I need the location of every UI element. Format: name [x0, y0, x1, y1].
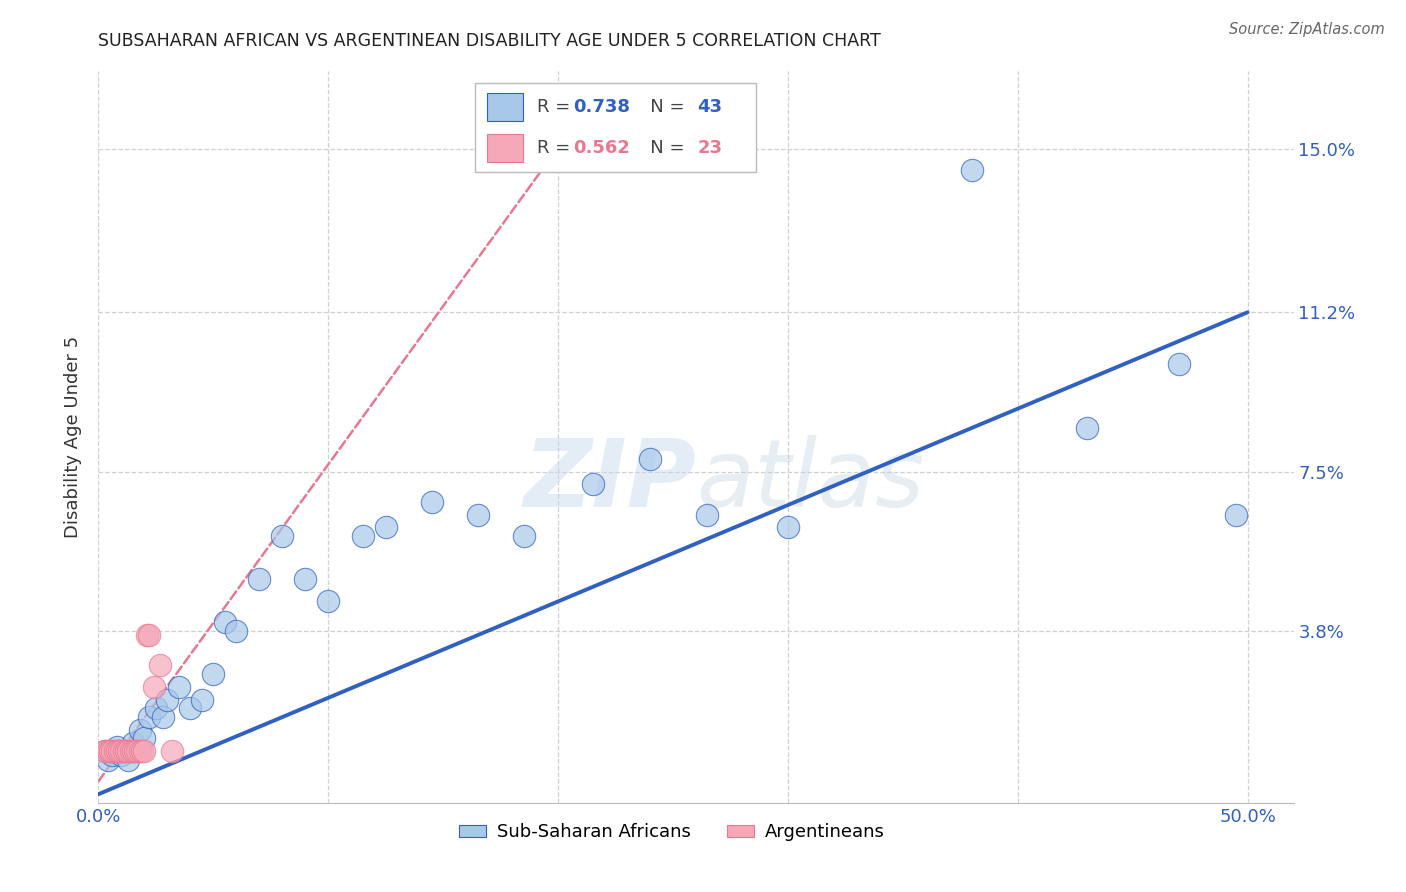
Point — [101, 748, 124, 763]
Point — [122, 735, 145, 749]
Point — [97, 744, 120, 758]
Text: R =: R = — [537, 139, 576, 157]
Point — [142, 680, 165, 694]
Legend: Sub-Saharan Africans, Argentineans: Sub-Saharan Africans, Argentineans — [451, 816, 893, 848]
Point — [512, 529, 534, 543]
Point — [120, 744, 142, 758]
Point — [581, 477, 603, 491]
Point — [117, 744, 139, 758]
Text: 23: 23 — [697, 139, 723, 157]
Point — [103, 744, 125, 758]
Text: 0.738: 0.738 — [572, 98, 630, 116]
Point — [117, 753, 139, 767]
FancyBboxPatch shape — [486, 134, 523, 162]
Point — [128, 723, 150, 737]
Point — [152, 710, 174, 724]
Point — [247, 572, 270, 586]
Point — [960, 163, 983, 178]
Point — [160, 744, 183, 758]
Point — [156, 692, 179, 706]
Point — [179, 701, 201, 715]
Text: Source: ZipAtlas.com: Source: ZipAtlas.com — [1229, 22, 1385, 37]
Point — [374, 520, 396, 534]
Point — [214, 615, 236, 629]
Text: ZIP: ZIP — [523, 435, 696, 527]
FancyBboxPatch shape — [486, 93, 523, 121]
Point — [94, 744, 117, 758]
Point — [108, 744, 131, 758]
Text: R =: R = — [537, 98, 576, 116]
Point — [167, 680, 190, 694]
Point — [134, 744, 156, 758]
Y-axis label: Disability Age Under 5: Disability Age Under 5 — [63, 336, 82, 538]
Point — [420, 494, 443, 508]
Point — [98, 744, 121, 758]
Point — [112, 744, 135, 758]
Point — [122, 744, 145, 758]
Point — [138, 710, 160, 724]
Point — [94, 744, 117, 758]
Point — [145, 701, 167, 715]
Point — [105, 739, 128, 754]
Text: 43: 43 — [697, 98, 723, 116]
Point — [467, 508, 489, 522]
Point — [149, 658, 172, 673]
FancyBboxPatch shape — [475, 83, 756, 172]
Point — [115, 744, 138, 758]
Point — [101, 744, 124, 758]
Text: N =: N = — [633, 139, 690, 157]
Point — [191, 692, 214, 706]
Point — [202, 666, 225, 681]
Point — [128, 744, 150, 758]
Point — [110, 744, 132, 758]
Point — [127, 744, 149, 758]
Point — [134, 731, 156, 746]
Point — [696, 508, 718, 522]
Point — [352, 529, 374, 543]
Point — [138, 628, 160, 642]
Point — [638, 451, 661, 466]
Point — [98, 744, 121, 758]
Point — [225, 624, 247, 638]
Point — [1167, 357, 1189, 371]
Point — [105, 744, 128, 758]
Text: 0.562: 0.562 — [572, 139, 630, 157]
Point — [112, 744, 135, 758]
Text: atlas: atlas — [696, 435, 924, 526]
Point — [776, 520, 799, 534]
Point — [294, 572, 316, 586]
Point — [115, 744, 138, 758]
Point — [110, 748, 132, 763]
Text: SUBSAHARAN AFRICAN VS ARGENTINEAN DISABILITY AGE UNDER 5 CORRELATION CHART: SUBSAHARAN AFRICAN VS ARGENTINEAN DISABI… — [98, 32, 882, 50]
Point — [271, 529, 294, 543]
Point — [124, 744, 146, 758]
Point — [124, 744, 146, 758]
Point — [120, 744, 142, 758]
Point — [108, 744, 131, 758]
Point — [97, 753, 120, 767]
Point — [103, 744, 125, 758]
Point — [1225, 508, 1247, 522]
Point — [135, 628, 157, 642]
Point — [131, 744, 153, 758]
Point — [316, 593, 339, 607]
Text: N =: N = — [633, 98, 690, 116]
Point — [1076, 421, 1098, 435]
